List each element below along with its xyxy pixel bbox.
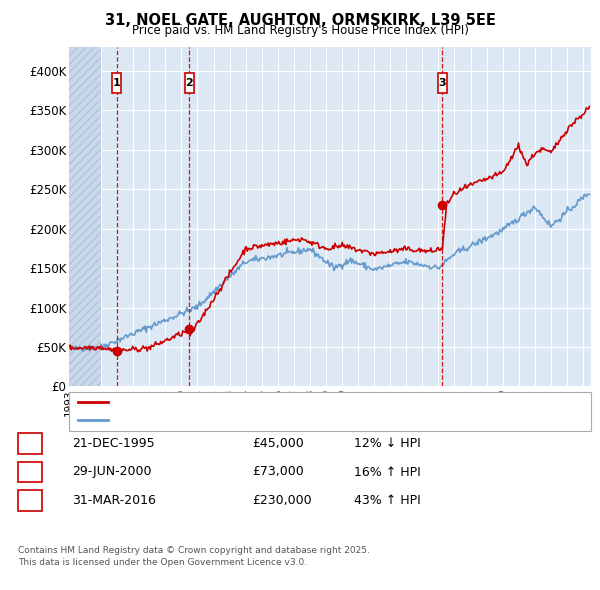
Text: 31-MAR-2016: 31-MAR-2016	[72, 494, 156, 507]
Text: 29-JUN-2000: 29-JUN-2000	[72, 466, 151, 478]
Text: 31, NOEL GATE, AUGHTON, ORMSKIRK, L39 5EE: 31, NOEL GATE, AUGHTON, ORMSKIRK, L39 5E…	[104, 13, 496, 28]
Text: 31, NOEL GATE, AUGHTON, ORMSKIRK, L39 5EE (semi-detached house): 31, NOEL GATE, AUGHTON, ORMSKIRK, L39 5E…	[112, 397, 484, 407]
Text: 3: 3	[26, 494, 34, 507]
Text: 2: 2	[185, 78, 193, 88]
Text: 1: 1	[113, 78, 121, 88]
Text: 2: 2	[26, 466, 34, 478]
Text: 1: 1	[26, 437, 34, 450]
Text: £45,000: £45,000	[252, 437, 304, 450]
FancyBboxPatch shape	[438, 73, 447, 93]
Text: 12% ↓ HPI: 12% ↓ HPI	[354, 437, 421, 450]
Text: £73,000: £73,000	[252, 466, 304, 478]
Text: 16% ↑ HPI: 16% ↑ HPI	[354, 466, 421, 478]
Text: 21-DEC-1995: 21-DEC-1995	[72, 437, 155, 450]
FancyBboxPatch shape	[185, 73, 194, 93]
Bar	[69, 47, 101, 386]
Text: Contains HM Land Registry data © Crown copyright and database right 2025.
This d: Contains HM Land Registry data © Crown c…	[18, 546, 370, 567]
FancyBboxPatch shape	[112, 73, 121, 93]
Text: 3: 3	[439, 78, 446, 88]
Text: Price paid vs. HM Land Registry's House Price Index (HPI): Price paid vs. HM Land Registry's House …	[131, 24, 469, 37]
Text: HPI: Average price, semi-detached house, West Lancashire: HPI: Average price, semi-detached house,…	[112, 415, 419, 425]
Text: £230,000: £230,000	[252, 494, 311, 507]
Text: 43% ↑ HPI: 43% ↑ HPI	[354, 494, 421, 507]
